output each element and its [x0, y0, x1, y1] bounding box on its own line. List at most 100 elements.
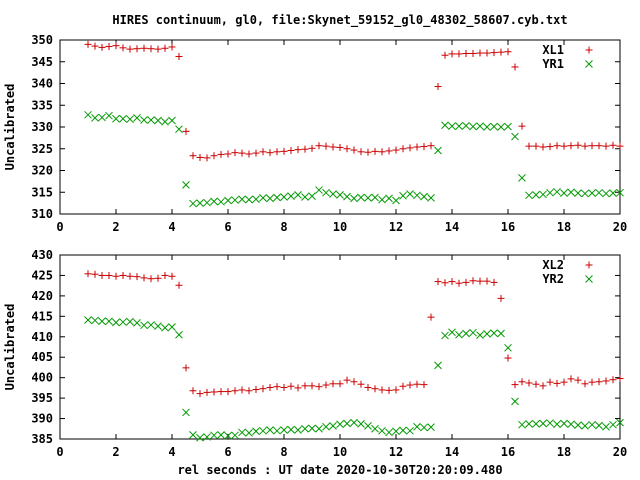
data-point — [147, 321, 155, 329]
legend-marker — [585, 261, 593, 269]
data-point — [378, 148, 386, 156]
data-point — [147, 275, 155, 283]
data-point — [350, 146, 358, 154]
data-point — [98, 113, 106, 122]
data-point — [98, 317, 106, 326]
data-point — [420, 423, 428, 432]
data-point — [252, 427, 260, 436]
data-point — [259, 385, 267, 393]
data-point — [161, 117, 169, 126]
data-point — [301, 193, 309, 201]
data-point — [245, 429, 253, 437]
plot-frame — [59, 39, 621, 215]
data-point — [343, 192, 351, 201]
y-tick-label: 325 — [31, 142, 53, 156]
data-point — [336, 380, 344, 388]
data-point — [154, 322, 162, 331]
data-point — [217, 431, 225, 439]
data-point — [581, 142, 589, 150]
data-point — [511, 63, 519, 71]
data-point — [287, 146, 295, 154]
data-point — [238, 195, 246, 204]
data-point — [567, 188, 575, 197]
legend-label: YR1 — [542, 57, 564, 71]
y-axis-label: Uncalibrated — [3, 304, 17, 391]
data-point — [161, 44, 169, 52]
data-point — [308, 192, 316, 201]
data-point — [245, 195, 253, 204]
data-point — [224, 388, 232, 396]
data-point — [182, 181, 190, 189]
data-point — [217, 197, 225, 206]
data-point — [196, 433, 204, 442]
data-point — [525, 191, 533, 200]
data-point — [609, 376, 617, 384]
data-point — [560, 189, 568, 197]
data-point — [105, 111, 113, 120]
data-point — [560, 142, 568, 150]
data-point — [133, 45, 141, 53]
data-point — [84, 270, 92, 278]
data-point — [567, 142, 575, 150]
data-point — [336, 420, 344, 429]
x-tick-label: 0 — [56, 445, 63, 459]
data-point — [203, 154, 211, 162]
data-point — [455, 330, 463, 339]
data-point — [609, 189, 617, 197]
data-point — [434, 83, 442, 91]
data-point — [231, 387, 239, 395]
data-point — [126, 115, 134, 124]
data-point — [98, 271, 106, 279]
data-point — [546, 188, 554, 197]
data-point — [91, 114, 99, 122]
data-point — [175, 330, 183, 339]
data-point — [308, 144, 316, 152]
data-point — [455, 279, 463, 287]
data-point — [441, 279, 449, 287]
data-point — [406, 426, 414, 435]
data-point — [91, 42, 99, 50]
data-point — [224, 196, 232, 205]
data-point — [602, 189, 610, 198]
y-tick-label: 430 — [31, 248, 53, 262]
y-tick-label: 345 — [31, 55, 53, 69]
data-point — [511, 132, 519, 141]
data-point — [441, 51, 449, 59]
data-point — [231, 431, 239, 440]
data-point — [483, 49, 491, 57]
legend-label: XL2 — [542, 258, 564, 272]
data-point — [504, 343, 512, 352]
data-point — [322, 142, 330, 150]
legend-label: YR2 — [542, 272, 564, 286]
data-point — [98, 43, 106, 51]
y-tick-label: 415 — [31, 309, 53, 323]
data-point — [462, 121, 470, 130]
data-point — [511, 381, 519, 389]
data-point — [546, 378, 554, 386]
data-point — [175, 53, 183, 61]
data-point — [252, 386, 260, 394]
data-point — [420, 381, 428, 389]
x-tick-label: 12 — [389, 220, 403, 234]
data-point — [427, 423, 435, 431]
x-tick-label: 14 — [445, 445, 459, 459]
data-point — [588, 189, 596, 197]
data-point — [112, 272, 120, 280]
data-point — [147, 45, 155, 53]
data-point — [490, 329, 498, 337]
data-point — [371, 385, 379, 393]
data-point — [252, 195, 260, 204]
data-point — [364, 422, 372, 430]
data-point — [399, 426, 407, 435]
data-point — [567, 375, 575, 383]
y-tick-label: 315 — [31, 185, 53, 199]
data-point — [490, 49, 498, 57]
data-point — [616, 374, 624, 382]
data-point — [266, 194, 274, 203]
data-point — [301, 424, 309, 433]
legend-marker — [585, 275, 593, 283]
data-point — [84, 110, 92, 119]
data-point — [406, 190, 414, 198]
data-point — [357, 193, 365, 202]
